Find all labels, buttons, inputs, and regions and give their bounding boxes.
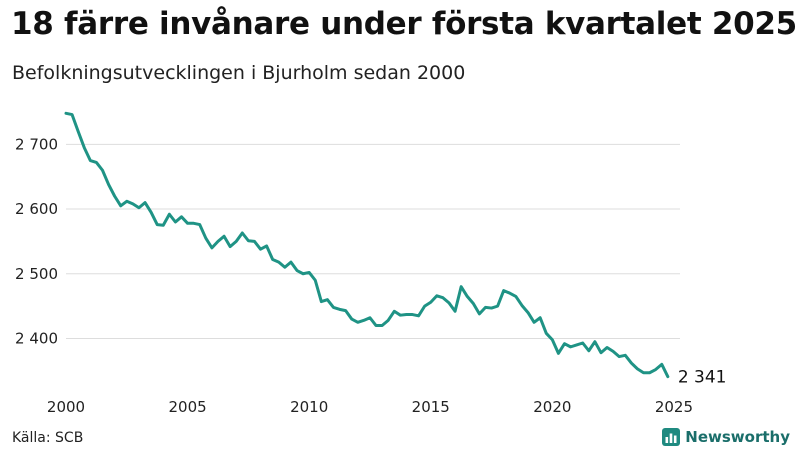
x-tick-label: 2000 <box>47 398 85 416</box>
brand-name: Newsworthy <box>685 428 790 446</box>
y-tick-label: 2 600 <box>15 200 58 218</box>
end-value-label: 2 341 <box>678 368 727 388</box>
series-line <box>64 111 670 379</box>
x-tick-label: 2025 <box>655 398 693 416</box>
bar-chart-icon <box>662 428 681 446</box>
y-tick-label: 2 700 <box>15 135 58 153</box>
chart-title: 18 färre invånare under första kvartalet… <box>11 6 797 42</box>
source-note: Källa: SCB <box>12 430 84 446</box>
y-tick-label: 2 400 <box>15 329 58 347</box>
y-tick-label: 2 500 <box>15 265 58 283</box>
x-tick-label: 2020 <box>533 398 571 416</box>
x-tick-label: 2005 <box>168 398 206 416</box>
brand-logo[interactable]: Newsworthy <box>662 428 790 446</box>
x-tick-label: 2015 <box>412 398 450 416</box>
chart-subtitle: Befolkningsutvecklingen i Bjurholm sedan… <box>12 62 466 84</box>
x-tick-label: 2010 <box>290 398 328 416</box>
